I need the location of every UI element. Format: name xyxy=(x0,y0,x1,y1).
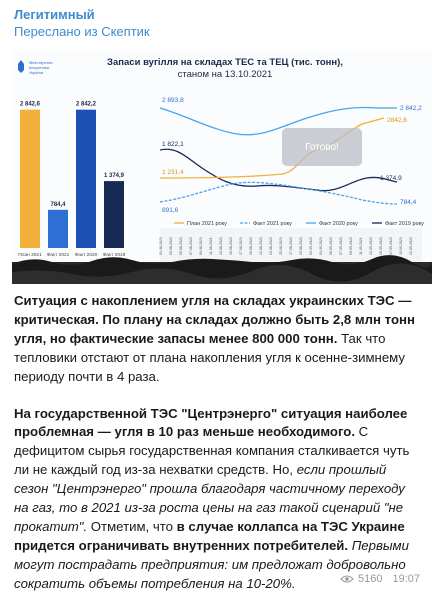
legend: План 2021 року Факт 2021 року Факт 2020 … xyxy=(174,221,424,227)
bar-4 xyxy=(104,181,124,248)
chart-title-1: Запаси вугілля на складах ТЕС та ТЕЦ (ти… xyxy=(107,57,343,68)
svg-text:05.09.2021: 05.09.2021 xyxy=(329,237,333,255)
message-meta: 5160 19:07 xyxy=(340,573,420,585)
svg-text:21.09.2021: 21.09.2021 xyxy=(409,237,413,255)
label-2842-2: 2 842,2 xyxy=(400,105,422,112)
line-fact-2021 xyxy=(159,181,398,205)
overlay-box xyxy=(282,128,362,166)
svg-text:09.08.2021: 09.08.2021 xyxy=(199,237,203,255)
p2-text-1: С дефицитом сырья государственная компан… xyxy=(14,424,410,478)
svg-text:01.08.2021: 01.08.2021 xyxy=(159,237,163,255)
p2-bold-1: На государственной ТЭС "Центрэнерго" сит… xyxy=(14,405,408,440)
svg-text:15.08.2021: 15.08.2021 xyxy=(229,237,233,255)
label-784: 784,4 xyxy=(400,199,417,206)
bar-value-4: 1 374,9 xyxy=(104,173,125,179)
bar-value-3: 2 842,2 xyxy=(76,102,97,108)
svg-text:03.09.2021: 03.09.2021 xyxy=(319,237,323,255)
label-891: 891,6 xyxy=(162,207,179,214)
legend-plan-2021: План 2021 року xyxy=(187,221,227,227)
forwarded-from[interactable]: Переслано из Скептик xyxy=(14,24,150,39)
svg-text:25.08.2021: 25.08.2021 xyxy=(279,237,283,255)
legend-fact-2020: Факт 2020 року xyxy=(319,221,358,227)
post-image[interactable]: Міністерство енергетики України Запаси в… xyxy=(12,50,432,284)
svg-text:23.08.2021: 23.08.2021 xyxy=(269,237,273,255)
svg-text:29.08.2021: 29.08.2021 xyxy=(299,237,303,255)
svg-text:15.09.2021: 15.09.2021 xyxy=(379,237,383,255)
ministry-line-1: Міністерство xyxy=(29,60,53,65)
paragraph-1: Ситуация с накоплением угля на складах у… xyxy=(14,292,422,387)
svg-text:01.09.2021: 01.09.2021 xyxy=(309,237,313,255)
bar-3 xyxy=(76,109,96,248)
legend-fact-2019: Факт 2019 року xyxy=(385,221,424,227)
message-time: 19:07 xyxy=(392,573,420,585)
chart-title-2: станом на 13.10.2021 xyxy=(178,69,273,80)
overlay-text: Готово! xyxy=(305,142,339,153)
bar-1 xyxy=(20,109,40,249)
channel-name[interactable]: Легитимный xyxy=(14,7,95,22)
svg-text:03.08.2021: 03.08.2021 xyxy=(169,237,173,255)
p1-bold: Ситуация с накоплением угля на складах у… xyxy=(14,293,415,346)
x-axis-dates: 01.08.2021 03.08.2021 05.08.2021 07.08.2… xyxy=(159,228,422,262)
coal-strip xyxy=(12,255,432,284)
svg-text:11.09.2021: 11.09.2021 xyxy=(359,237,363,255)
bar-chart: 2 842,6 План 2021 784,4 Факт 2021 2 842,2 Фак… xyxy=(18,102,125,258)
p2-bold-2: в случае коллапса на ТЭС Украине придетс… xyxy=(14,518,405,553)
svg-text:19.09.2021: 19.09.2021 xyxy=(399,237,403,255)
svg-text:17.08.2021: 17.08.2021 xyxy=(239,237,243,255)
svg-text:13.09.2021: 13.09.2021 xyxy=(369,237,373,255)
svg-text:07.08.2021: 07.08.2021 xyxy=(189,237,193,255)
line-fact-2019 xyxy=(159,148,398,192)
bar-caption-3: Факт 2020 xyxy=(75,252,98,258)
bar-2 xyxy=(48,209,68,248)
ministry-line-2: енергетики xyxy=(29,65,49,70)
ministry-line-3: України xyxy=(29,70,43,75)
svg-text:07.09.2021: 07.09.2021 xyxy=(339,237,343,255)
label-1231: 1 231,4 xyxy=(162,169,184,176)
line-fact-2020 xyxy=(159,106,397,136)
views-eye-icon xyxy=(340,574,354,584)
svg-text:13.08.2021: 13.08.2021 xyxy=(219,237,223,255)
bar-caption-1: План 2021 xyxy=(18,252,42,258)
bar-value-1: 2 842,6 xyxy=(20,102,41,108)
p2-italic-1: если прошлый сезон "Центрэнерго" прошла … xyxy=(14,462,405,534)
bar-caption-4: Факт 2019 xyxy=(103,252,126,258)
p2-italic-2: Первыми могут пострадать предприятия: им… xyxy=(14,537,409,591)
p1-rest: Так что тепловики отстают от плана накоп… xyxy=(14,330,405,384)
svg-text:11.08.2021: 11.08.2021 xyxy=(209,237,213,255)
label-1822: 1 822,1 xyxy=(162,141,184,148)
label-2893: 2 893,8 xyxy=(162,97,184,104)
message-header: Легитимный Переслано из Скептик xyxy=(14,6,150,41)
view-count: 5160 xyxy=(357,573,383,585)
svg-text:21.08.2021: 21.08.2021 xyxy=(259,237,263,255)
bar-value-2: 784,4 xyxy=(50,202,66,208)
paragraph-2: На государственной ТЭС "Центрэнерго" сит… xyxy=(14,405,422,593)
svg-text:19.08.2021: 19.08.2021 xyxy=(249,237,253,255)
label-2842-6: 2842,6 xyxy=(387,117,407,124)
line-chart: 2 893,8 1 822,1 1 231,4 891,6 2 842,2 28… xyxy=(159,97,424,262)
label-1374: 1 374,9 xyxy=(380,175,402,182)
svg-text:27.08.2021: 27.08.2021 xyxy=(289,237,293,255)
ministry-logo: Міністерство енергетики України xyxy=(18,60,53,75)
svg-text:09.09.2021: 09.09.2021 xyxy=(349,237,353,255)
p2-text-2: Отметим, что xyxy=(87,518,177,534)
bar-caption-2: Факт 2021 xyxy=(47,252,70,258)
message-text: Ситуация с накоплением угля на складах у… xyxy=(14,292,422,593)
svg-text:05.08.2021: 05.08.2021 xyxy=(179,237,183,255)
legend-fact-2021: Факт 2021 року xyxy=(253,221,292,227)
svg-text:17.09.2021: 17.09.2021 xyxy=(389,237,393,255)
